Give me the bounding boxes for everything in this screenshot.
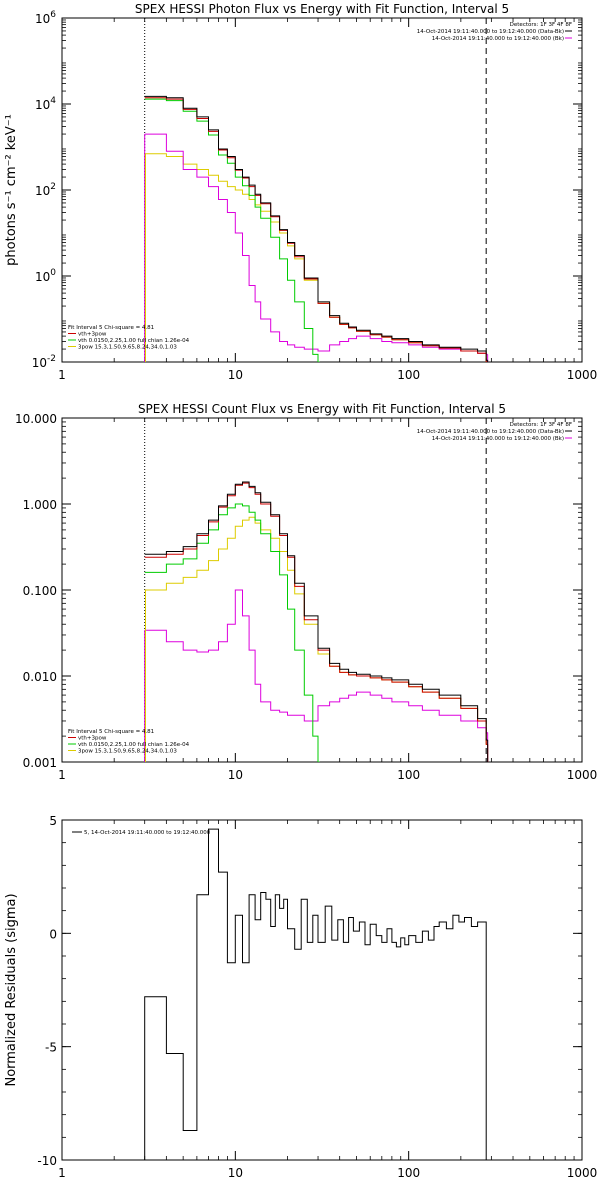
detectors-label: Detectors: 1F 3F 4F 8F [510,422,572,428]
y-tick-label: 106 [35,10,56,26]
series-line [144,98,320,362]
data-interval-label: 14-Oct-2014 19:11:40.000 to 19:12:40.000… [417,429,564,435]
plot-frame [61,417,583,763]
x-tick-label: 10 [228,368,243,382]
y-tick-label: 10-2 [32,354,56,370]
residuals-panel: Normalized Residuals (sigma) 1 10 100 1000 -1… [4,814,597,1180]
x-tick-label: 1 [58,368,66,382]
x-tick-label: 1000 [567,1166,598,1180]
legend-entry: vth+3pow [78,332,107,338]
y-tick-label: 0 [49,927,57,941]
chart-title: SPEX HESSI Count Flux vs Energy with Fit… [138,402,506,416]
series-line [144,153,488,362]
x-tick-label: 10 [228,1166,243,1180]
y-tick-label: 100 [35,268,56,284]
x-tick-label: 1 [58,768,66,782]
legend-entry: 3pow 15.3,1.50,9.65,8.24,34.0,1.03 [78,749,177,755]
y-axis-label: photons s⁻¹ cm⁻² keV⁻¹ [4,114,19,266]
y-tick-label: -5 [45,1041,57,1055]
fit-interval-label: Fit Interval 5 Chi-square = 4.81 [68,325,154,331]
x-tick-label: 1000 [567,368,598,382]
fit-interval-label: Fit Interval 5 Chi-square = 4.81 [68,729,154,735]
background-interval-label: 14-Oct-2014 19:11:40.000 to 19:12:40.000… [432,36,564,42]
y-tick-label: 0.010 [23,670,57,684]
y-tick-label: -10 [37,1154,57,1168]
legend-entry: 3pow 15.3,1.50,9.65,8.24,34.0,1.03 [78,345,177,351]
series-group [144,481,489,762]
photon-flux-panel: SPEX HESSI Photon Flux vs Energy with Fi… [4,2,597,382]
series-line [144,482,488,745]
series-line [144,503,320,762]
residual-legend-entry: 5, 14-Oct-2014 19:11:40.000 to 19:12:40.… [84,830,211,836]
y-tick-label: 0.100 [23,584,57,598]
x-tick-label: 1000 [567,768,598,782]
y-tick-label: 104 [35,96,56,112]
y-tick-label: 10.000 [15,412,57,426]
series-group [144,95,489,362]
series-line [144,95,488,361]
x-tick-label: 100 [397,368,420,382]
legend-entry: vth+3pow [78,736,107,742]
series-line [144,97,488,362]
y-tick-label: 102 [35,182,56,198]
x-tick-label: 100 [397,1166,420,1180]
background-interval-label: 14-Oct-2014 19:11:40.000 to 19:12:40.000… [432,436,564,442]
y-tick-label: 1.000 [23,498,57,512]
y-axis-label: Normalized Residuals (sigma) [4,893,19,1086]
plot-frame [61,17,583,363]
series-line [144,133,488,355]
count-flux-panel: SPEX HESSI Count Flux vs Energy with Fit… [15,402,597,782]
plot-frame [61,819,583,1161]
y-tick-label: 0.001 [23,756,57,770]
x-tick-label: 10 [228,768,243,782]
series-line [144,589,488,734]
residual-step-line [144,828,487,1160]
y-tick-label: 5 [49,814,57,828]
chart-title: SPEX HESSI Photon Flux vs Energy with Fi… [135,2,509,16]
legend-entry: vth 0.0150,2.25,1.00 full chian 1.26e-04 [78,742,190,748]
x-tick-label: 100 [397,768,420,782]
data-interval-label: 14-Oct-2014 19:11:40.000 to 19:12:40.000… [417,29,564,35]
series-line [144,481,488,741]
detectors-label: Detectors: 1F 3F 4F 8F [510,22,572,28]
x-tick-label: 1 [58,1166,66,1180]
legend-entry: vth 0.0150,2.25,1.00 full chian 1.26e-04 [78,338,190,344]
